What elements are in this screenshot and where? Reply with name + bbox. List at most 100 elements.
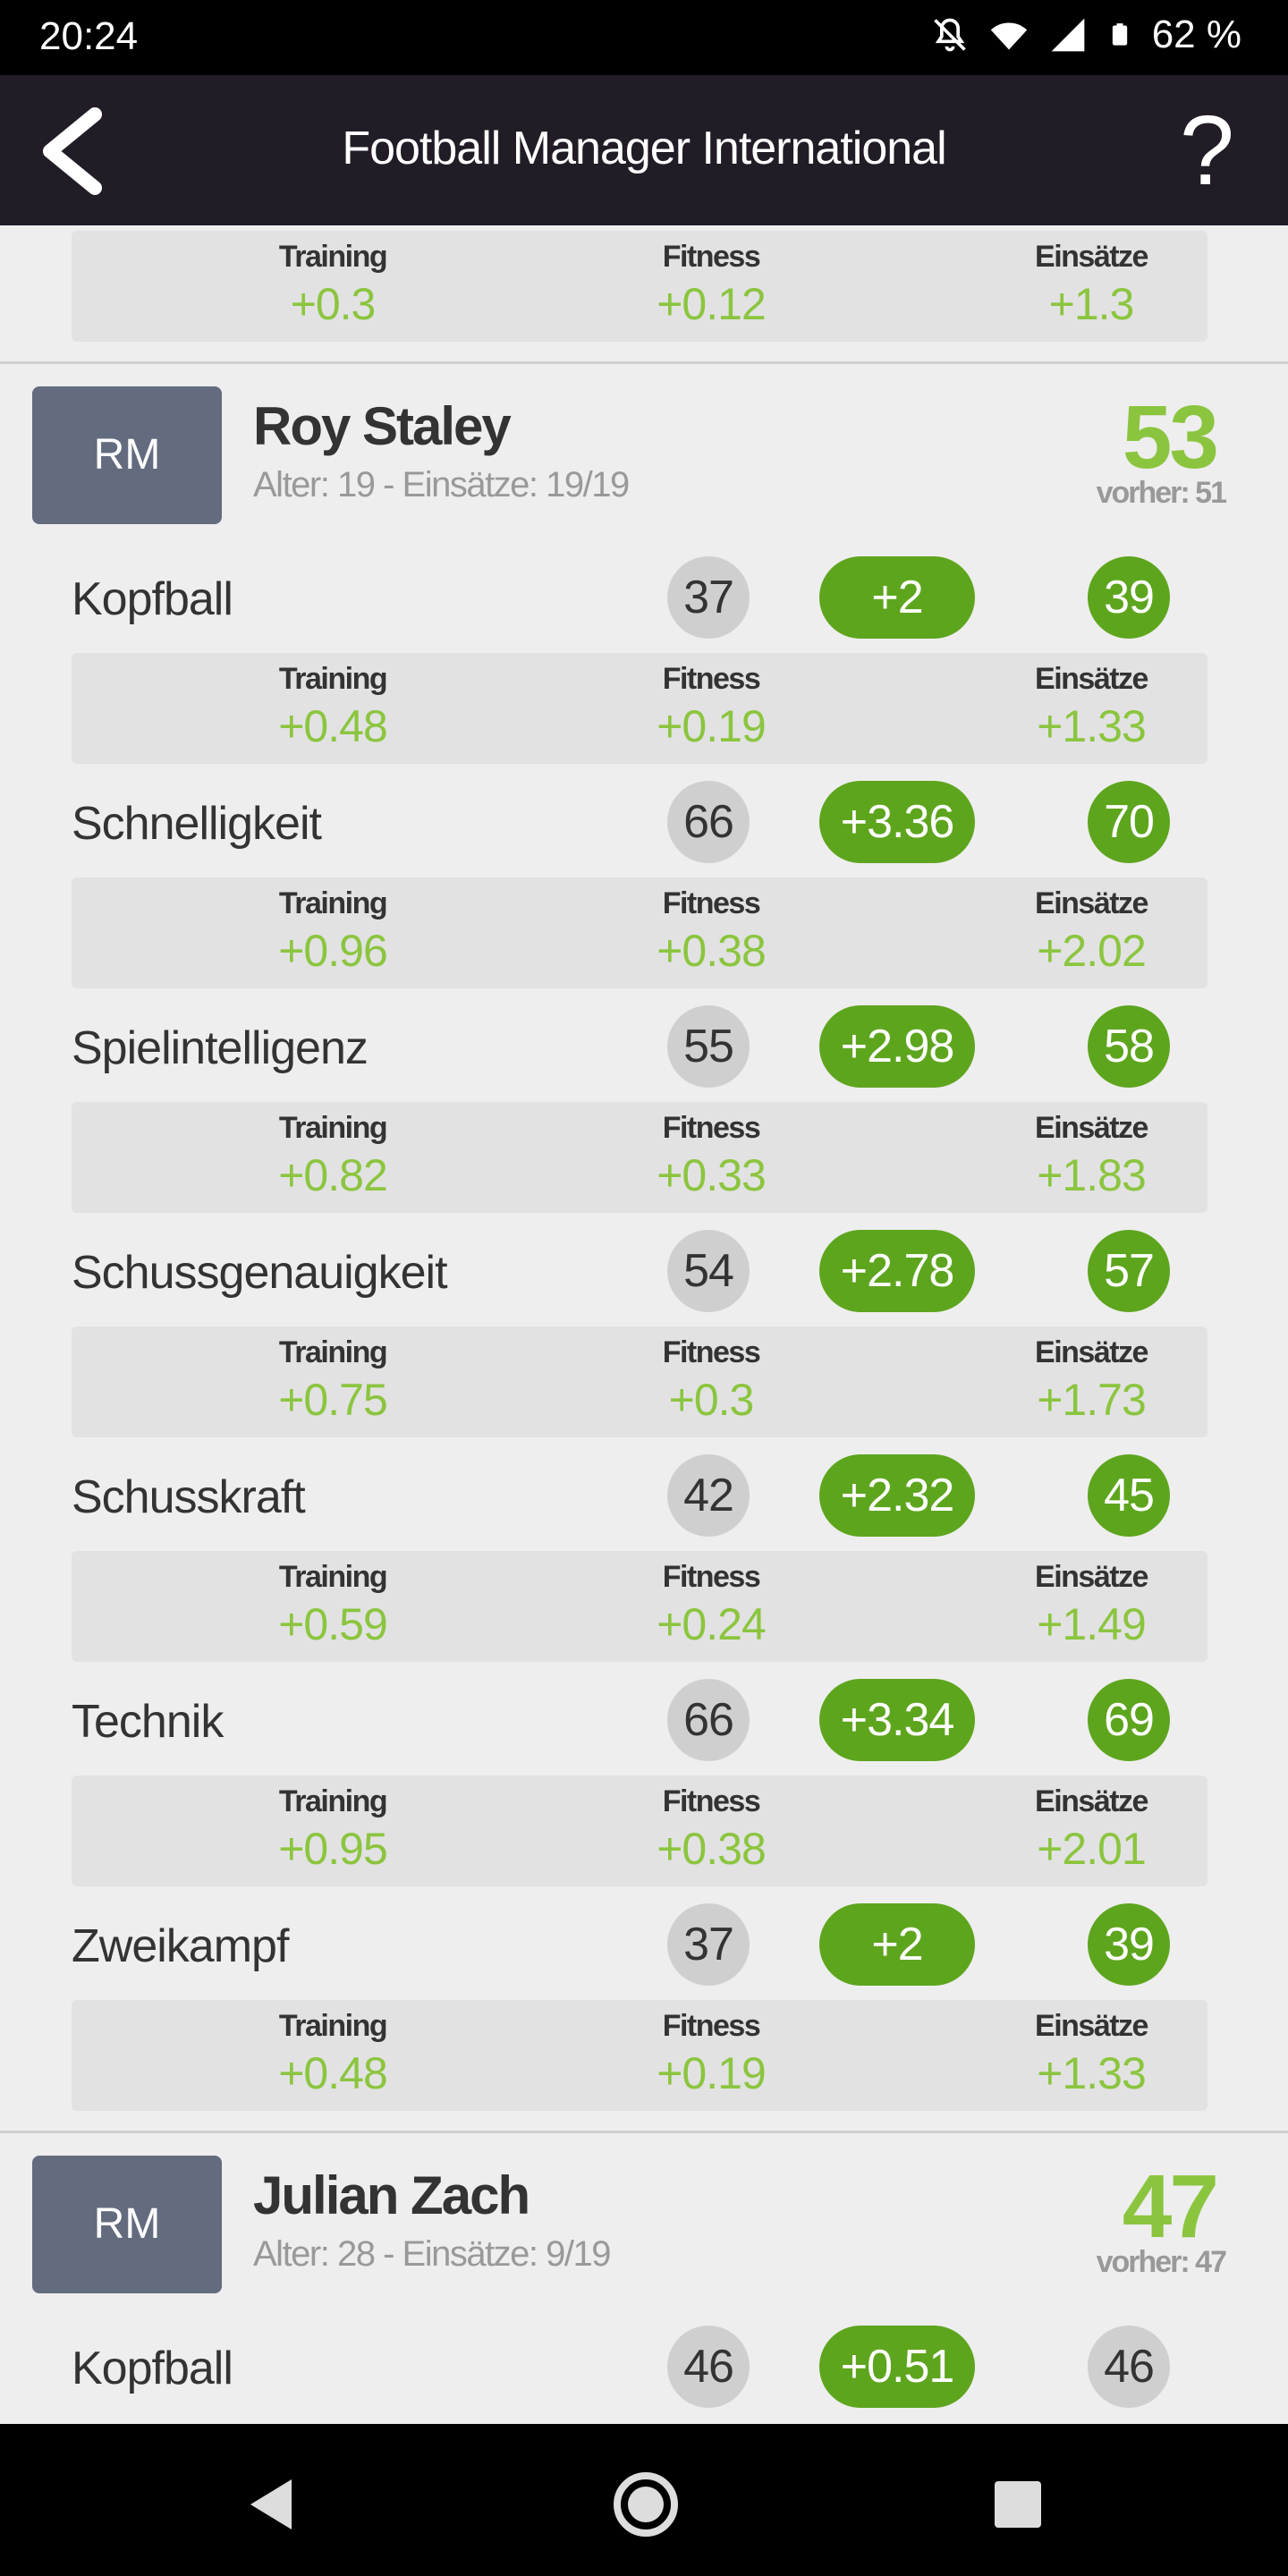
stat-einsaetze: Einsätze +2.01	[957, 1784, 1225, 1875]
stat-value: +0.38	[657, 1824, 767, 1874]
attribute-delta: +2	[819, 556, 975, 639]
stat-value: +0.48	[278, 701, 388, 751]
attribute-name: Spielintelligenz	[72, 1022, 369, 1074]
stat-label: Training	[278, 240, 388, 274]
attribute-name: Zweikampf	[72, 1920, 289, 1972]
stat-value: +0.3	[290, 279, 377, 329]
stat-training: Training +0.96	[199, 886, 467, 977]
stat-fitness: Fitness +0.38	[577, 886, 845, 977]
status-icons: 62 %	[930, 13, 1241, 57]
player-list[interactable]: Training +0.3 Fitness +0.12 Einsätze +1.…	[0, 225, 1288, 2424]
stat-label: Training	[278, 662, 388, 696]
stat-training: Training +0.59	[199, 1560, 467, 1650]
battery-icon	[1112, 23, 1127, 46]
attribute-delta: +0.51	[819, 2326, 975, 2408]
signal-icon	[1051, 18, 1085, 52]
player-previous-score: vorher: 51	[1096, 476, 1227, 510]
stat-einsaetze: Einsätze +1.49	[957, 1560, 1225, 1650]
player-meta: Alter: 19 - Einsätze: 19/19	[253, 465, 630, 504]
attribute-delta: +2.32	[819, 1454, 975, 1537]
player-name: Julian Zach	[253, 2165, 530, 2225]
stat-training: Training +0.75	[199, 1335, 467, 1426]
attribute-row: Schussgenauigkeit 54 +2.78 57	[0, 1226, 1288, 1316]
stat-value: +0.33	[657, 1150, 767, 1200]
stat-value: +0.3	[668, 1375, 755, 1425]
stat-value: +1.3	[1048, 279, 1135, 329]
attribute-new-value: 69	[1088, 1679, 1170, 1761]
attribute-new-value: 58	[1088, 1005, 1170, 1088]
stat-fitness: Fitness +0.19	[577, 662, 845, 752]
stats-box: Training +0.75 Fitness +0.3 Einsätze +1.73	[72, 1326, 1208, 1437]
status-bar: 20:24 62 %	[0, 0, 1288, 75]
attribute-name: Schusskraft	[72, 1471, 306, 1523]
stat-value: +0.48	[278, 2048, 388, 2098]
stat-einsaetze: Einsätze +1.33	[957, 662, 1225, 752]
stat-value: +0.38	[657, 926, 767, 976]
stats-box: Training +0.48 Fitness +0.19 Einsätze +1.33	[72, 2000, 1208, 2111]
attribute-old-value: 37	[667, 1903, 750, 1986]
attribute-delta: +2.98	[819, 1005, 975, 1088]
player-card-header[interactable]: RM Roy Staley Alter: 19 - Einsätze: 19/1…	[0, 386, 1288, 538]
help-icon[interactable]: ?	[1179, 96, 1234, 206]
stat-value: +0.59	[278, 1599, 388, 1649]
battery-percent: 62 %	[1151, 13, 1241, 56]
player-meta: Alter: 28 - Einsätze: 9/19	[253, 2234, 612, 2274]
stat-value: +0.95	[278, 1824, 388, 1874]
attribute-name: Kopfball	[72, 573, 233, 625]
divider	[0, 2131, 1288, 2133]
stat-label: Fitness	[662, 1784, 761, 1818]
wifi-icon	[990, 22, 1027, 50]
attribute-old-value: 42	[667, 1454, 750, 1537]
stat-label: Fitness	[662, 1560, 761, 1594]
stat-value: +2.02	[1037, 926, 1147, 976]
stat-value: +1.49	[1037, 1599, 1147, 1649]
back-arrow-icon[interactable]	[36, 102, 116, 200]
stat-einsaetze: Einsätze +2.02	[957, 886, 1225, 977]
divider	[0, 361, 1288, 364]
attribute-delta: +3.34	[819, 1679, 975, 1761]
nav-recents-icon[interactable]	[982, 2469, 1054, 2540]
stat-label: Training	[278, 1560, 388, 1594]
attribute-old-value: 46	[667, 2326, 750, 2408]
stat-label: Fitness	[662, 1111, 761, 1145]
stat-training: Training +0.48	[199, 662, 467, 752]
stat-label: Training	[278, 886, 388, 920]
stats-box: Training +0.3 Fitness +0.12 Einsätze +1.…	[72, 231, 1208, 342]
player-card-header[interactable]: RM Julian Zach Alter: 28 - Einsätze: 9/1…	[0, 2156, 1288, 2308]
nav-home-icon[interactable]	[610, 2469, 682, 2540]
attribute-old-value: 66	[667, 781, 750, 863]
attribute-old-value: 54	[667, 1230, 750, 1312]
stat-value: +0.96	[278, 926, 388, 976]
player-score: 47	[1122, 2157, 1219, 2257]
stat-label: Training	[278, 1335, 388, 1369]
attribute-delta: +2.78	[819, 1230, 975, 1312]
stats-box: Training +0.48 Fitness +0.19 Einsätze +1.33	[72, 653, 1208, 764]
system-nav-bar	[0, 2424, 1288, 2576]
attribute-old-value: 66	[667, 1679, 750, 1761]
stat-training: Training +0.82	[199, 1111, 467, 1201]
stats-box: Training +0.59 Fitness +0.24 Einsätze +1.49	[72, 1551, 1208, 1662]
attribute-row: Schusskraft 42 +2.32 45	[0, 1451, 1288, 1540]
stat-value: +0.75	[278, 1375, 388, 1425]
stat-label: Fitness	[662, 886, 761, 920]
attribute-delta: +3.36	[819, 781, 975, 863]
stat-fitness: Fitness +0.12	[577, 240, 845, 330]
attribute-new-value: 57	[1088, 1230, 1170, 1312]
attribute-name: Schussgenauigkeit	[72, 1247, 448, 1299]
stat-fitness: Fitness +0.24	[577, 1560, 845, 1650]
nav-back-icon[interactable]	[236, 2469, 308, 2540]
stat-training: Training +0.95	[199, 1784, 467, 1875]
attribute-delta: +2	[819, 1903, 975, 1986]
stat-label: Einsätze	[1035, 240, 1148, 274]
stats-box: Training +0.82 Fitness +0.33 Einsätze +1.83	[72, 1102, 1208, 1213]
stat-fitness: Fitness +0.19	[577, 2009, 845, 2099]
attribute-new-value: 39	[1088, 556, 1170, 639]
attribute-name: Kopfball	[72, 2343, 233, 2394]
attribute-name: Schnelligkeit	[72, 798, 322, 850]
stat-fitness: Fitness +0.3	[577, 1335, 845, 1426]
stat-fitness: Fitness +0.33	[577, 1111, 845, 1201]
stat-label: Training	[278, 1111, 388, 1145]
stat-value: +0.19	[657, 2048, 767, 2098]
attribute-old-value: 55	[667, 1005, 750, 1088]
stat-label: Training	[278, 2009, 388, 2043]
